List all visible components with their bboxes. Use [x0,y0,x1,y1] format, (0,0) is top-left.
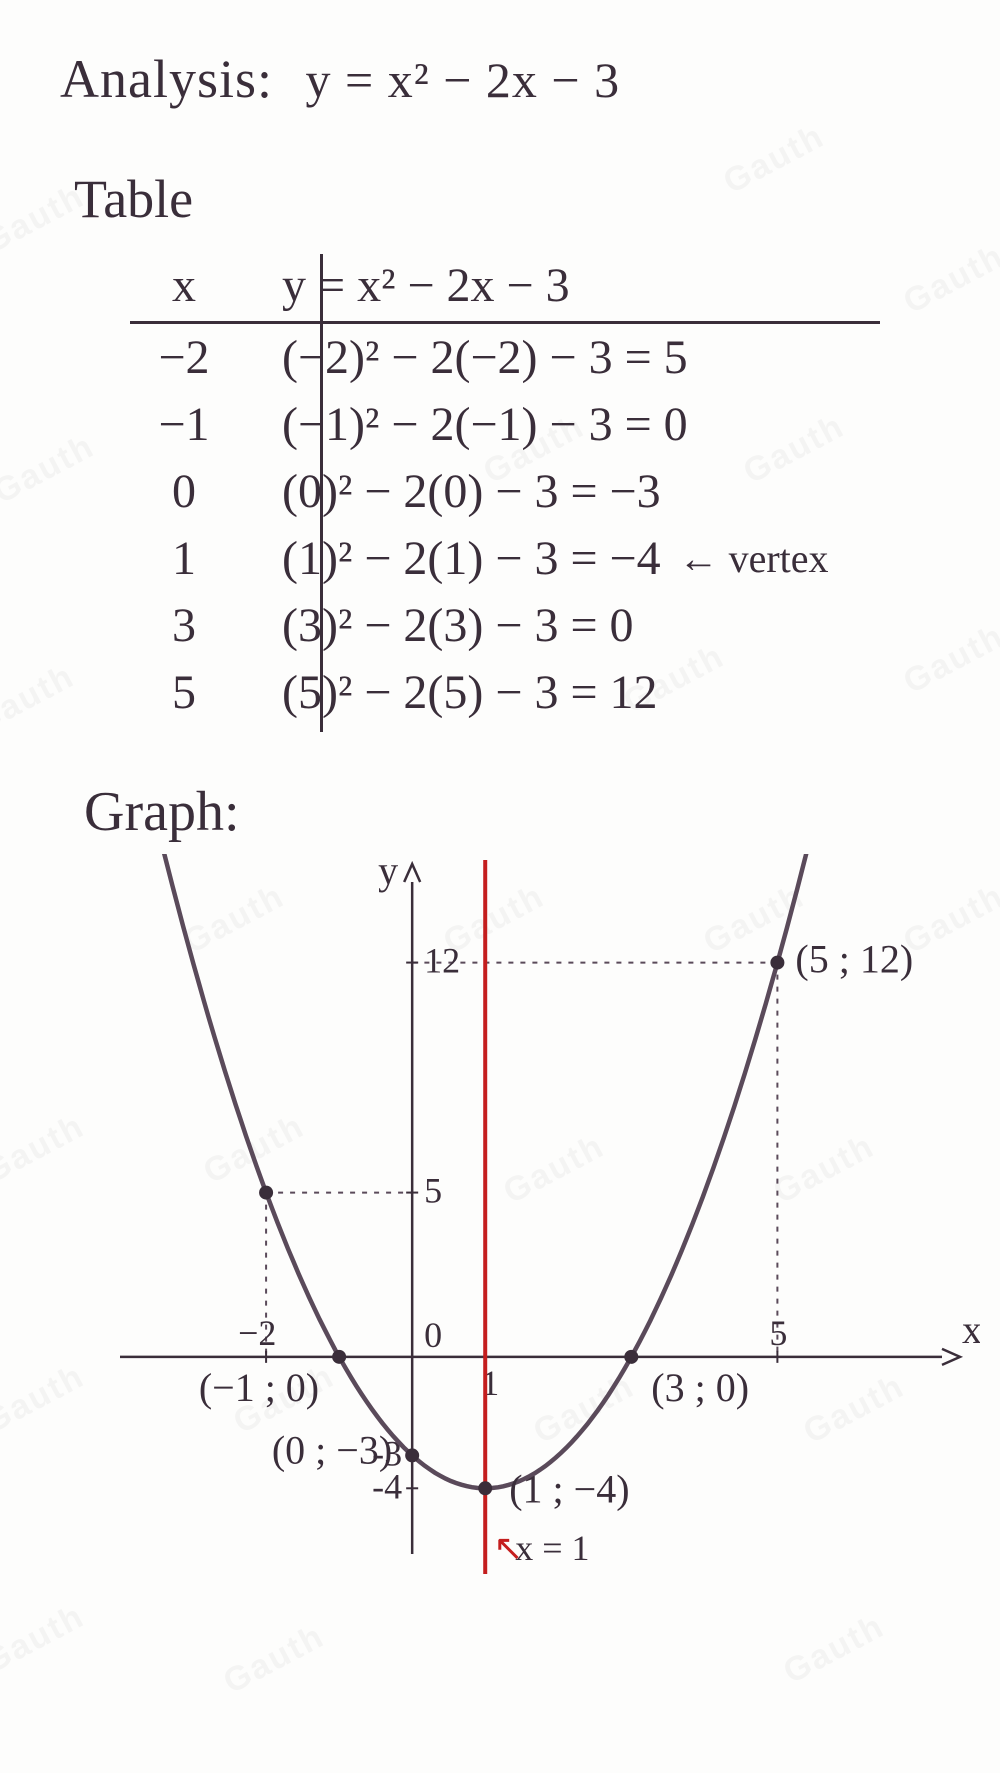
table-row: 3(3)² − 2(3) − 3 = 0 [130,592,880,659]
table-row: −1(−1)² − 2(−1) − 3 = 0 [130,391,880,458]
y-tick-label: 12 [424,941,460,981]
point-label: (1 ; −4) [509,1466,629,1511]
table-cell-y: (3)² − 2(3) − 3 = 0 [250,598,634,653]
y-axis-label: y [378,854,398,893]
table-row: 1(1)² − 2(1) − 3 = −4← vertex [130,525,880,592]
table-vertical-rule [320,254,323,324]
x-tick-label: 5 [769,1313,787,1353]
table-header-y: y = x² − 2x − 3 [250,258,570,313]
watermark: Gauth [897,237,1000,322]
table-cell-x: 3 [130,598,250,653]
point-label: (3 ; 0) [651,1365,749,1410]
table-row: 0(0)² − 2(0) − 3 = −3 [130,458,880,525]
watermark: Gauth [0,1107,91,1192]
watermark: Gauth [0,1597,91,1682]
x-axis-label: x [962,1307,980,1352]
analysis-heading: Analysis: y = x² − 2x − 3 [60,48,948,110]
analysis-equation: y = x² − 2x − 3 [306,52,621,108]
table-cell-y: (0)² − 2(0) − 3 = −3 [250,464,661,519]
watermark: Gauth [217,1617,331,1702]
watermark: Gauth [897,617,1000,702]
graph-heading: Graph: [60,780,948,844]
table-cell-x: 5 [130,665,250,720]
point-label: (5 ; 12) [795,937,913,982]
watermark: Gauth [0,1357,91,1442]
point-label: (−1 ; 0) [199,1365,319,1410]
y-tick-label: 0 [424,1315,442,1355]
table-cell-x: 1 [130,531,250,586]
plot-point [405,1448,419,1462]
x-axis-arrow [942,1349,960,1365]
table-cell-note: ← vertex [661,535,829,582]
table-cell-y: (−2)² − 2(−2) − 3 = 5 [250,330,688,385]
point-label: (0 ; −3) [272,1427,392,1472]
plot-point [259,1186,273,1200]
table-header-x: x [130,258,250,313]
table-body: −2(−2)² − 2(−2) − 3 = 5−1(−1)² − 2(−1) −… [130,324,880,726]
graph-plot: xy−2151250-3-4x = 1↖(−1 ; 0)(0 ; −3)(1 ;… [100,854,980,1574]
axis-of-symmetry-label: x = 1 [515,1528,589,1568]
x-tick-label: −2 [238,1313,276,1353]
plot-point [332,1350,346,1364]
graph-svg: xy−2151250-3-4x = 1↖(−1 ; 0)(0 ; −3)(1 ;… [100,854,980,1574]
plot-point [624,1350,638,1364]
y-axis-arrow [404,864,420,882]
table-cell-y: (−1)² − 2(−1) − 3 = 0 [250,397,688,452]
plot-point [770,956,784,970]
axis-of-symmetry-caret: ↖ [493,1528,523,1568]
value-table: x y = x² − 2x − 3 −2(−2)² − 2(−2) − 3 = … [60,258,880,726]
watermark: Gauth [777,1607,891,1692]
table-row: 5(5)² − 2(5) − 3 = 12 [130,659,880,726]
table-cell-y: (5)² − 2(5) − 3 = 12 [250,665,658,720]
table-cell-x: 0 [130,464,250,519]
table-cell-y: (1)² − 2(1) − 3 = −4 [250,531,661,586]
table-cell-x: −2 [130,330,250,385]
table-vertical-rule [320,324,323,732]
y-tick-label: 5 [424,1171,442,1211]
table-row: −2(−2)² − 2(−2) − 3 = 5 [130,324,880,391]
plot-point [478,1481,492,1495]
table-header-row: x y = x² − 2x − 3 [130,258,880,324]
table-heading: Table [60,168,948,230]
table-cell-x: −1 [130,397,250,452]
analysis-label: Analysis: [60,49,273,109]
